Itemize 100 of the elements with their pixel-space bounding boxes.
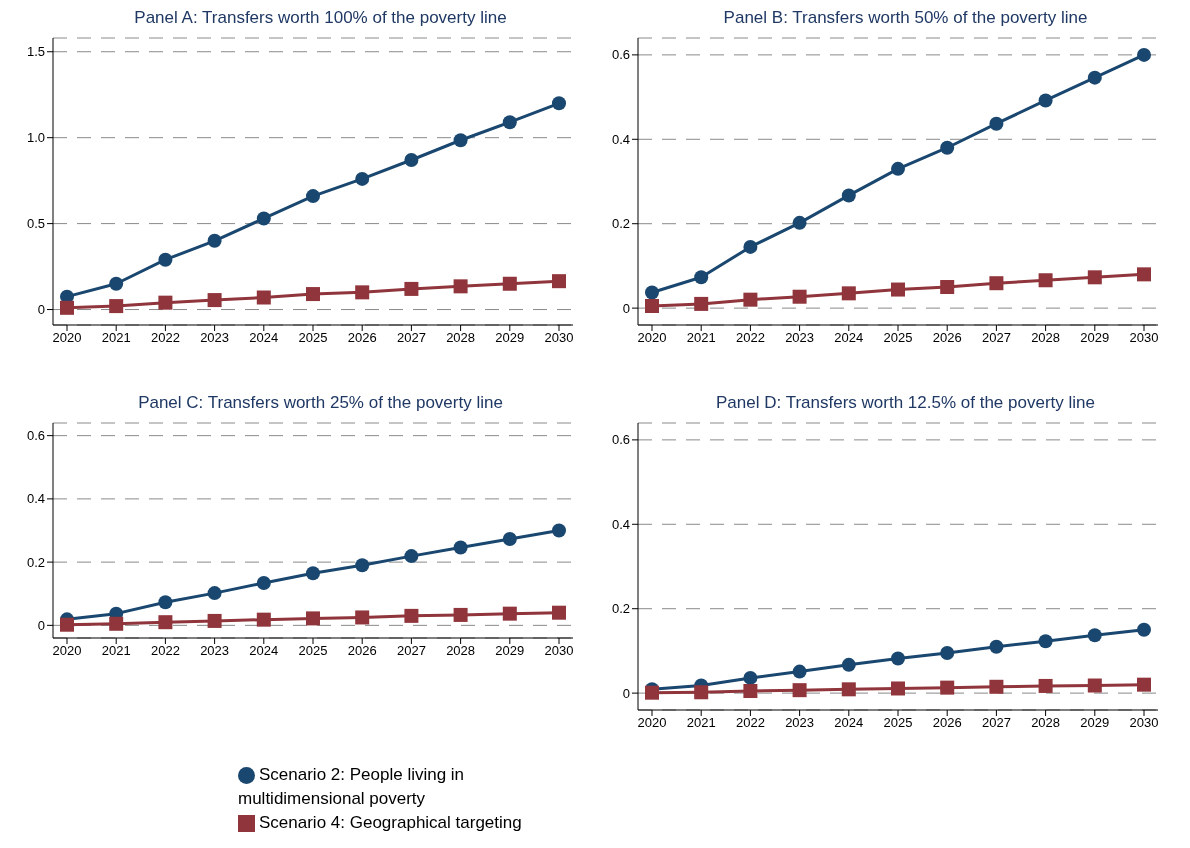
y-tick-label: 0.5 [26,216,45,232]
point [1038,634,1053,649]
x-tick-label: 2028 [446,643,476,659]
point [306,611,320,626]
point [552,96,566,111]
x-tick-label: 2029 [495,643,525,659]
point [1087,628,1102,643]
point [453,133,468,148]
x-tick-label: 2028 [446,330,476,346]
x-tick-label: 2027 [396,330,426,346]
x-tick-label: 2022 [735,330,765,346]
point [743,292,758,307]
point [552,523,566,538]
point [940,140,955,155]
point [502,606,517,621]
point [207,293,222,308]
x-tick-label: 2028 [1031,330,1061,346]
point [694,270,709,285]
x-tick-label: 2025 [298,643,328,659]
x-tick-label: 2030 [1129,715,1159,731]
point [355,171,370,186]
point [1137,47,1151,62]
point [60,617,74,632]
x-tick-label: 2026 [932,330,962,346]
point [989,116,1004,131]
point [502,115,517,130]
point [792,683,807,698]
x-tick-label: 2020 [52,643,82,659]
point [1087,270,1102,285]
point [891,282,905,297]
point [743,670,758,685]
point [256,211,271,226]
x-tick-label: 2024 [834,330,864,346]
point [453,279,468,294]
point [404,153,419,168]
chart-title: Panel B: Transfers worth 50% of the poverty line [722,8,1089,29]
point [404,281,419,296]
x-tick-label: 2021 [101,330,131,346]
x-tick-label: 2023 [200,643,230,659]
point [404,608,419,623]
chart-title: Panel A: Transfers worth 100% of the poverty line [133,8,508,29]
point [306,189,320,204]
x-tick-label: 2020 [637,330,667,346]
point [158,252,173,267]
point [158,595,173,610]
point [306,287,320,302]
point [743,239,758,254]
legend-label: Scenario 2: People living in multidimensional poverty [238,765,465,808]
point [1038,93,1053,108]
x-tick-label: 2027 [396,643,426,659]
point [1137,677,1151,692]
point [1038,678,1053,693]
y-tick-label: 0.2 [611,601,630,617]
point [645,285,659,300]
x-tick-label: 2026 [347,643,377,659]
point [891,651,905,666]
point [207,233,222,248]
point [453,607,468,622]
point [109,299,124,314]
x-tick-label: 2030 [544,643,574,659]
y-tick-label: 0.4 [26,491,45,507]
point [355,558,370,573]
y-tick-label: 0.6 [26,428,45,444]
point [552,605,566,620]
y-tick-label: 0.6 [611,432,630,448]
x-tick-label: 2020 [52,330,82,346]
x-tick-label: 2030 [1129,330,1159,346]
x-tick-label: 2030 [544,330,574,346]
x-tick-label: 2027 [981,330,1011,346]
point [841,657,856,672]
x-tick-label: 2021 [101,643,131,659]
point [502,276,517,291]
point [891,161,905,176]
x-tick-label: 2023 [785,330,815,346]
point [743,684,758,699]
y-tick-label: 0 [622,685,630,701]
x-tick-label: 2020 [637,715,667,731]
point [60,300,74,315]
point [841,286,856,301]
y-tick-label: 1.0 [26,130,45,146]
point [792,289,807,304]
legend-label: Scenario 4: Geographical targeting [259,813,522,832]
point [645,299,659,314]
point [1087,678,1102,693]
point [453,540,468,555]
chart-title: Panel C: Transfers worth 25% of the poverty line [137,393,504,414]
x-tick-label: 2026 [347,330,377,346]
point [989,639,1004,654]
point [940,680,955,695]
x-tick-label: 2025 [298,330,328,346]
x-tick-label: 2024 [249,330,279,346]
x-tick-label: 2025 [883,330,913,346]
x-tick-label: 2021 [686,330,716,346]
y-tick-label: 0.2 [26,554,45,570]
x-tick-label: 2024 [834,715,864,731]
x-tick-label: 2029 [1080,715,1110,731]
x-tick-label: 2024 [249,643,279,659]
point [109,616,124,631]
point [552,274,566,289]
y-tick-label: 0 [37,302,45,318]
